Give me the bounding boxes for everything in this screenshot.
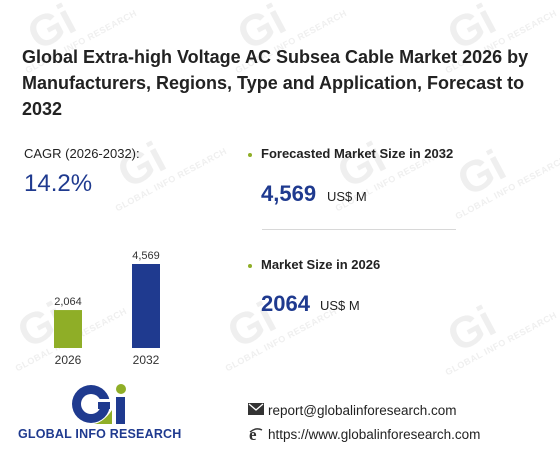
website-link[interactable]: https://www.globalinforesearch.com [268, 427, 481, 442]
category-label: 2032 [133, 353, 160, 367]
bar-2026 [54, 310, 82, 348]
logo-text: GLOBAL INFO RESEARCH [18, 427, 182, 441]
forecast-size-unit: US$ M [327, 189, 367, 204]
forecast-size-label: Forecasted Market Size in 2032 [261, 146, 454, 161]
cagr-value: 14.2% [24, 170, 93, 197]
email-icon [248, 403, 264, 415]
web-icon: e [249, 426, 263, 442]
svg-text:e: e [249, 426, 257, 442]
market-size-label: Market Size in 2026 [261, 257, 381, 272]
market-size-bar-chart: 2,064 2026 4,569 2032 [54, 250, 160, 367]
company-logo: GLOBAL INFO RESEARCH [18, 380, 188, 442]
email-link[interactable]: report@globalinforesearch.com [268, 403, 457, 418]
bar-value-label: 4,569 [132, 250, 160, 262]
bullet-icon [248, 153, 252, 157]
cagr-label: CAGR (2026-2032): [24, 146, 140, 161]
bar-value-label: 2,064 [54, 296, 82, 308]
market-size-unit: US$ M [320, 298, 360, 313]
kpi-divider [262, 229, 456, 230]
market-size-value: 2064 [261, 291, 310, 316]
report-title: Global Extra-high Voltage AC Subsea Cabl… [22, 47, 529, 119]
forecast-size-value: 4,569 [261, 181, 317, 206]
category-label: 2026 [55, 353, 82, 367]
logo-mark-icon [72, 384, 126, 424]
bar-2032 [132, 264, 160, 348]
bullet-icon [248, 264, 252, 268]
